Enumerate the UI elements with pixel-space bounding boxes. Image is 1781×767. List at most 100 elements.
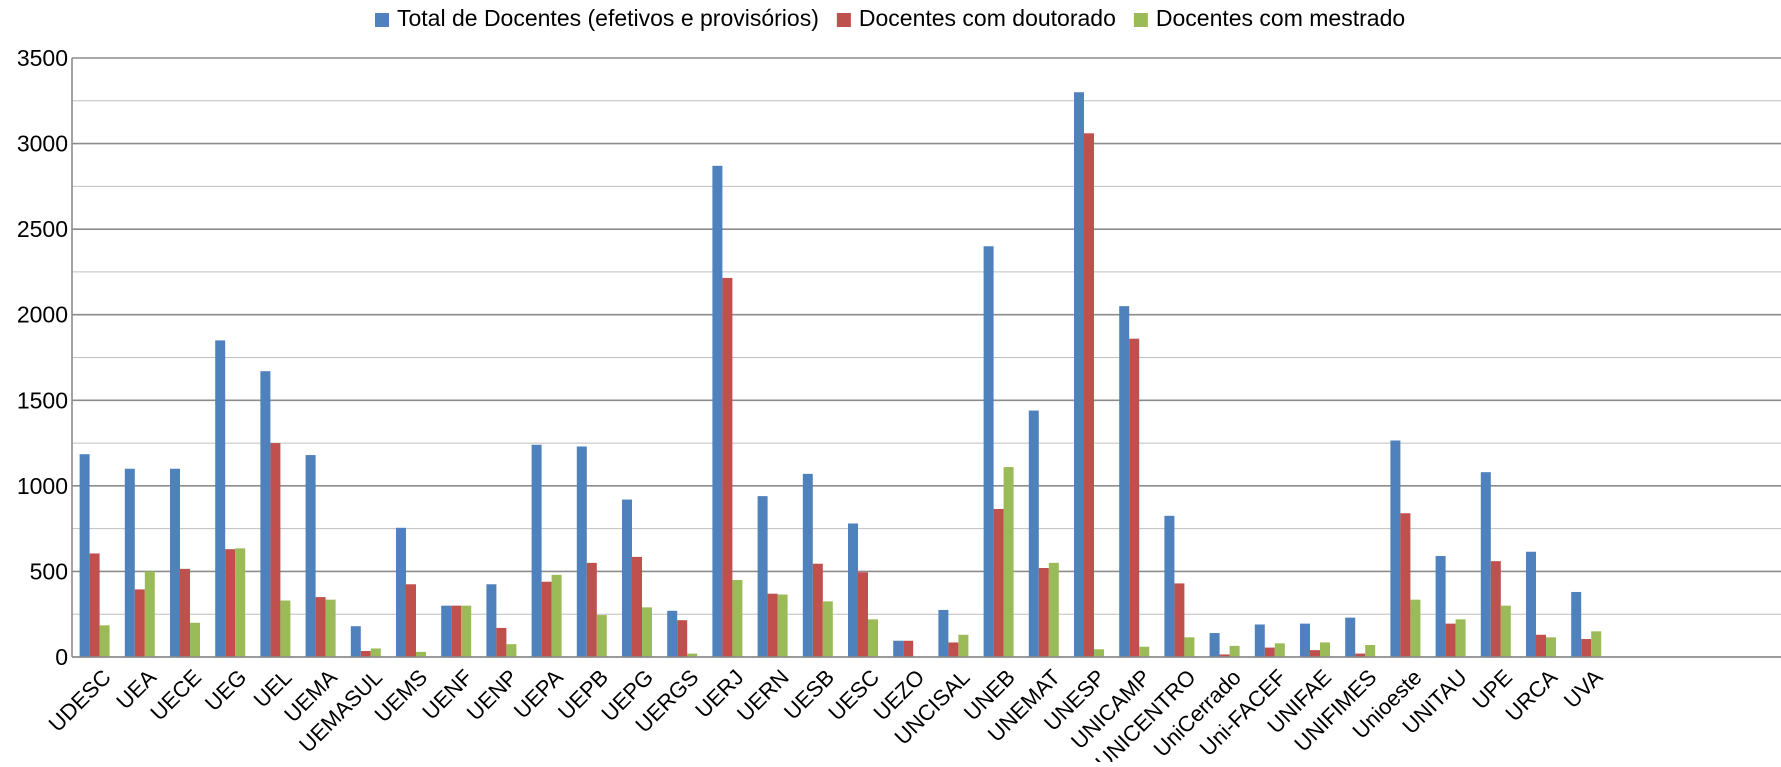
x-axis: UDESCUEAUECEUEGUELUEMAUEMASULUEMSUENFUEN… [44,656,1781,767]
bar-total-unesp [1074,92,1084,657]
bar-total-uema [305,455,316,657]
bar-mestrado-unesp [1094,649,1104,657]
y-tick-label: 1500 [17,387,68,413]
bar-doutorado-uepg [632,556,642,657]
bar-total-upe [1480,472,1491,657]
x-tick-label: UERN [732,665,794,727]
bar-doutorado-uern [767,593,778,657]
legend-swatch [375,13,389,27]
bar-total-uni-facef [1254,624,1265,657]
legend-swatch [836,13,851,27]
bar-total-unemat [1028,410,1039,657]
bar-mestrado-uepa [551,574,562,657]
y-axis: 0 500 1000 1500 2000 2500 3000 3500 [17,45,73,670]
bar-total-urca [1526,551,1536,657]
bar-total-unifimes [1345,617,1356,657]
legend-label: Total de Docentes (efetivos e provisório… [397,5,819,31]
bar-mestrado-uncisal [958,634,969,657]
bar-doutorado-uezo [903,640,914,657]
bar-doutorado-uneb [993,508,1004,657]
bar-doutorado-unioeste [1400,513,1411,657]
bar-doutorado-uenf [451,605,462,657]
legend-label: Docentes com mestrado [1156,5,1405,31]
bar-mestrado-unifae [1320,642,1330,657]
bar-doutorado-uepa [541,581,552,657]
x-tick-label: UESC [823,664,884,725]
bar-total-uezo [893,640,904,657]
bar-total-uea [124,468,135,657]
legend-label: Docentes com doutorado [859,5,1116,31]
bar-mestrado-unitau [1455,619,1466,657]
bar-mestrado-uern [777,594,788,657]
x-tick-label: UEMS [370,665,433,728]
bar-doutorado-unicamp [1129,338,1140,657]
y-tick-label: 2000 [17,302,68,328]
legend-item: Docentes com doutorado [836,5,1116,31]
bar-total-unicerrado [1209,633,1220,657]
bar-total-uern [757,496,768,657]
bar-doutorado-unicentro [1174,583,1185,657]
x-tick-label: UEG [200,665,251,716]
bar-mestrado-unioeste [1410,599,1421,657]
bar-doutorado-ueg [225,549,236,657]
bar-doutorado-unitau [1445,623,1456,657]
x-tick-label: UECE [145,665,206,726]
bar-doutorado-uni-facef [1264,647,1275,657]
bar-total-uenp [486,584,497,657]
bar-doutorado-unicerrado [1219,654,1230,657]
y-tick-label: 500 [30,558,68,584]
bar-total-uncisal [938,609,949,657]
bar-doutorado-uenp [496,627,507,657]
y-tick-label: 3500 [17,45,68,71]
y-tick-label: 1000 [17,473,68,499]
bar-mestrado-unicamp [1139,646,1150,657]
x-tick-label: UDESC [44,664,116,736]
bars-group [79,92,1602,657]
bar-doutorado-unemat [1038,568,1049,657]
x-tick-label: UEPA [509,664,568,723]
bar-total-udesc [79,454,90,657]
bar-doutorado-unifae [1310,650,1320,657]
bar-total-uems [396,527,406,657]
bar-total-uepg [622,499,632,657]
bar-mestrado-uergs [687,653,698,657]
bar-doutorado-uergs [677,620,688,657]
bar-total-unicamp [1119,306,1130,657]
bar-mestrado-uesb [822,601,833,657]
bar-total-uneb [983,246,994,657]
bar-doutorado-uems [406,584,416,657]
bar-doutorado-uepb [586,562,597,657]
bar-mestrado-uemasul [370,648,381,657]
bar-doutorado-uva [1581,639,1592,657]
bar-doutorado-uea [134,589,145,657]
bar-doutorado-urca [1536,634,1546,657]
y-tick-label: 3000 [17,131,68,157]
bar-mestrado-ueg [235,548,246,657]
bar-mestrado-uva [1591,631,1602,657]
bar-total-unifae [1300,623,1310,657]
bar-doutorado-uerj [722,277,733,657]
x-tick-label: UENP [462,665,523,726]
bar-total-uerj [712,165,723,657]
bar-doutorado-uece [180,568,190,657]
bar-mestrado-unicerrado [1229,645,1240,657]
y-tick-label: 2500 [17,216,68,242]
bar-mestrado-unifimes [1365,645,1376,657]
bar-mestrado-uenf [461,605,472,657]
bar-mestrado-uema [325,599,336,657]
bar-total-uel [260,371,271,657]
bar-mestrado-uece [190,622,200,657]
bar-doutorado-uema [315,597,326,657]
bar-mestrado-urca [1546,637,1556,657]
bar-total-unitau [1435,556,1446,657]
legend-item: Docentes com mestrado [1133,5,1405,31]
y-tick-label: 0 [55,644,68,670]
bar-mestrado-unemat [1048,562,1059,657]
bar-mestrado-upe [1500,605,1511,657]
bar-mestrado-uepb [596,615,607,657]
bar-doutorado-unifimes [1355,653,1366,657]
bar-total-uesb [802,473,813,657]
x-tick-label: URCA [1500,664,1562,726]
